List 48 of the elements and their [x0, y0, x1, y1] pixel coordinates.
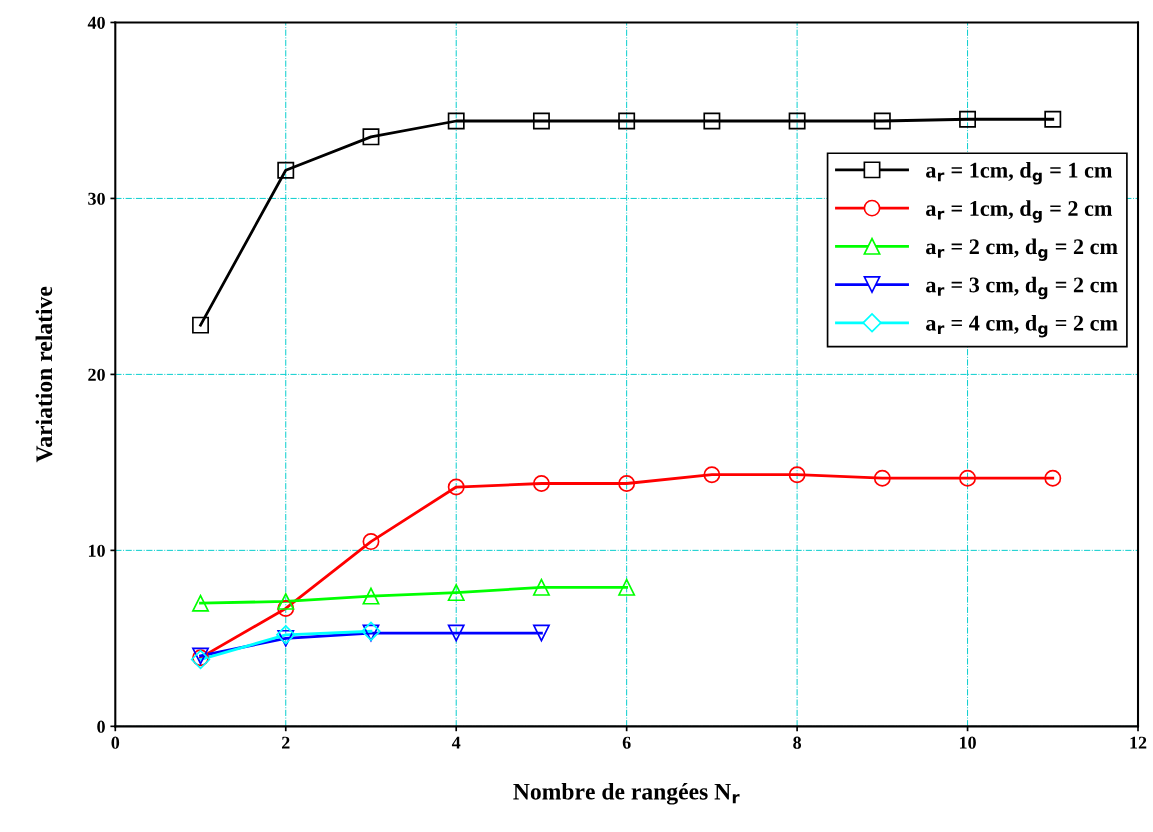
x-tick-label: 12 — [1130, 736, 1147, 749]
x-tick-label: 10 — [959, 736, 976, 749]
y-tick-label: 10 — [88, 544, 105, 557]
x-tick-label: 2 — [282, 736, 290, 749]
legend-label: a$_{r}$ = 4 cm, d$_{g}$ = 2 cm — [926, 315, 1118, 338]
point — [447, 624, 465, 642]
point — [277, 161, 295, 179]
point — [362, 587, 380, 605]
point — [1044, 110, 1062, 128]
point — [873, 112, 891, 130]
legend-label: a$_{r}$ = 2 cm, d$_{g}$ = 2 cm — [926, 238, 1118, 261]
point — [192, 594, 210, 612]
y-axis-title: Variation relative — [35, 286, 53, 463]
point — [447, 478, 465, 496]
point — [788, 466, 806, 484]
point — [873, 469, 891, 487]
point — [959, 469, 977, 487]
point — [277, 592, 295, 610]
point — [532, 475, 550, 492]
point — [532, 624, 550, 642]
point — [532, 578, 550, 596]
legend-label: a$_{r}$ = 3 cm, d$_{g}$ = 2 cm — [926, 276, 1118, 300]
point — [362, 128, 380, 146]
point — [532, 112, 550, 130]
x-tick-label: 0 — [111, 736, 120, 749]
point — [362, 533, 380, 551]
y-tick-label: 40 — [87, 16, 105, 29]
y-tick-label: 20 — [88, 368, 105, 381]
point — [618, 475, 636, 492]
legend-label: a$_{r}$ = 1cm, d$_{g}$ = 2 cm — [926, 200, 1113, 223]
x-axis-title: Nombre de rangées N$_{r}$ — [513, 782, 740, 805]
point — [618, 578, 636, 596]
x-tick-label: 4 — [451, 736, 461, 749]
point — [447, 584, 465, 602]
point — [703, 466, 721, 484]
point — [1044, 469, 1062, 487]
point — [618, 112, 636, 130]
point — [192, 316, 210, 334]
legend-label: a$_{r}$ = 1cm, d$_{g}$ = 1 cm — [926, 162, 1113, 185]
y-tick-label: 30 — [88, 192, 105, 205]
point — [788, 112, 806, 130]
point — [703, 112, 721, 130]
x-tick-label: 6 — [622, 736, 631, 749]
point — [959, 110, 977, 128]
point — [447, 112, 465, 130]
y-tick-label: 0 — [97, 720, 105, 733]
point — [277, 599, 295, 617]
x-tick-label: 8 — [793, 736, 802, 749]
